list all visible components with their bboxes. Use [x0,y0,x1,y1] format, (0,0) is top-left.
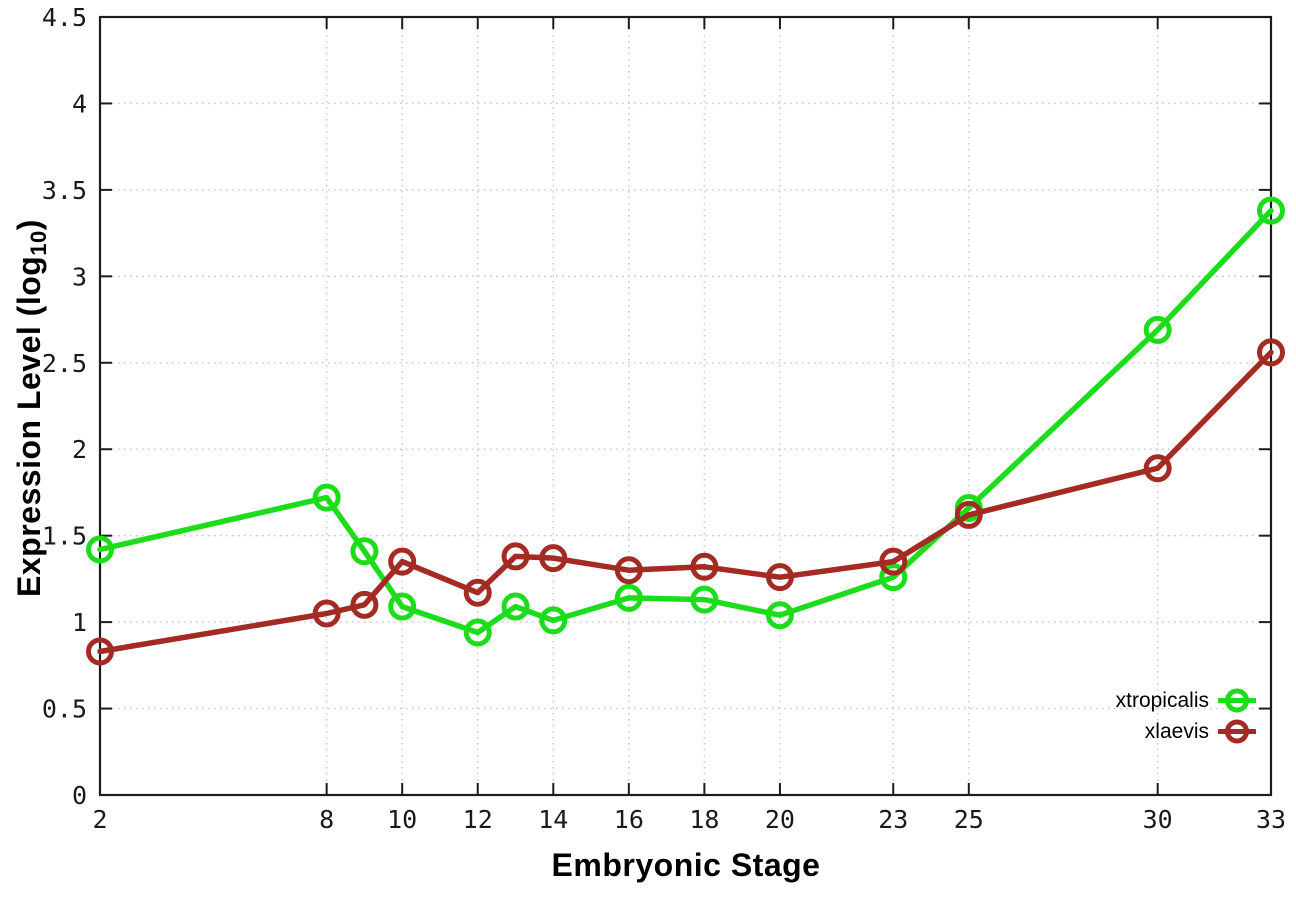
data-point-xtropicalis [1257,196,1285,225]
y-tick-label: 0 [72,781,87,810]
data-point-xtropicalis [86,535,114,564]
x-tick-label: 12 [463,805,493,834]
x-axis-title: Embryonic Stage [551,847,821,883]
y-tick-label: 4.5 [42,3,87,32]
legend-label-xlaevis: xlaevis [1144,720,1209,743]
x-tick-label: 33 [1256,805,1286,834]
y-axis-title-subscript: 10 [26,230,51,256]
x-tick-label: 2 [92,805,107,834]
y-tick-label: 2.5 [42,349,87,378]
x-tick-label: 30 [1143,805,1173,834]
data-point-xlaevis [350,590,379,619]
legend-label-xtropicalis: xtropicalis [1115,689,1209,712]
y-tick-label: 3.5 [42,176,87,205]
data-point-xlaevis [1143,454,1172,483]
data-point-xlaevis [765,563,794,592]
y-tick-label: 4 [72,89,87,118]
data-point-xlaevis [614,556,643,585]
legend-item-xtropicalis: xtropicalis [1116,686,1256,715]
y-tick-label: 0.5 [42,695,87,724]
y-tick-label: 1.5 [42,522,87,551]
data-point-xtropicalis [539,606,568,635]
data-point-xtropicalis [690,585,719,614]
legend-marker-xtropicalis-icon [1218,688,1256,713]
data-point-xlaevis [1257,338,1285,367]
y-tick-label: 2 [72,435,87,464]
data-point-xtropicalis [388,592,417,621]
x-tick-label: 18 [689,805,719,834]
y-axis-title-suffix: ) [11,219,47,231]
x-tick-label: 16 [614,805,644,834]
data-point-xlaevis [388,547,417,576]
y-axis-title-text: Expression Level (log [11,255,47,597]
data-point-xtropicalis [765,601,794,630]
data-point-xtropicalis [312,483,341,512]
data-point-xlaevis [501,542,530,571]
y-axis-title: Expression Level (log10) [11,158,53,658]
x-tick-label: 8 [319,805,334,834]
data-point-xlaevis [86,637,114,666]
data-point-xlaevis [539,544,568,573]
x-tick-label: 20 [765,805,795,834]
data-point-xtropicalis [879,563,908,592]
data-point-xlaevis [690,552,719,581]
data-point-xtropicalis [463,618,492,647]
y-tick-label: 1 [72,608,87,637]
data-point-xtropicalis [501,592,530,621]
legend-item-xlaevis: xlaevis [1145,717,1256,746]
x-tick-label: 10 [387,805,417,834]
x-tick-label: 23 [878,805,908,834]
data-point-xtropicalis [1143,315,1172,344]
data-point-xtropicalis [614,583,643,612]
y-tick-label: 3 [72,262,87,291]
x-tick-label: 25 [954,805,984,834]
data-point-xlaevis [463,578,492,607]
legend: xtropicalis xlaevis [1116,686,1256,746]
x-tick-label: 14 [538,805,568,834]
series-line-xlaevis [97,349,1274,655]
data-point-xlaevis [312,599,341,628]
data-point-xlaevis [879,547,908,576]
legend-marker-xlaevis-icon [1218,719,1256,744]
data-point-xlaevis [954,500,983,529]
plot-border [98,15,1273,797]
data-point-xtropicalis [350,537,379,566]
